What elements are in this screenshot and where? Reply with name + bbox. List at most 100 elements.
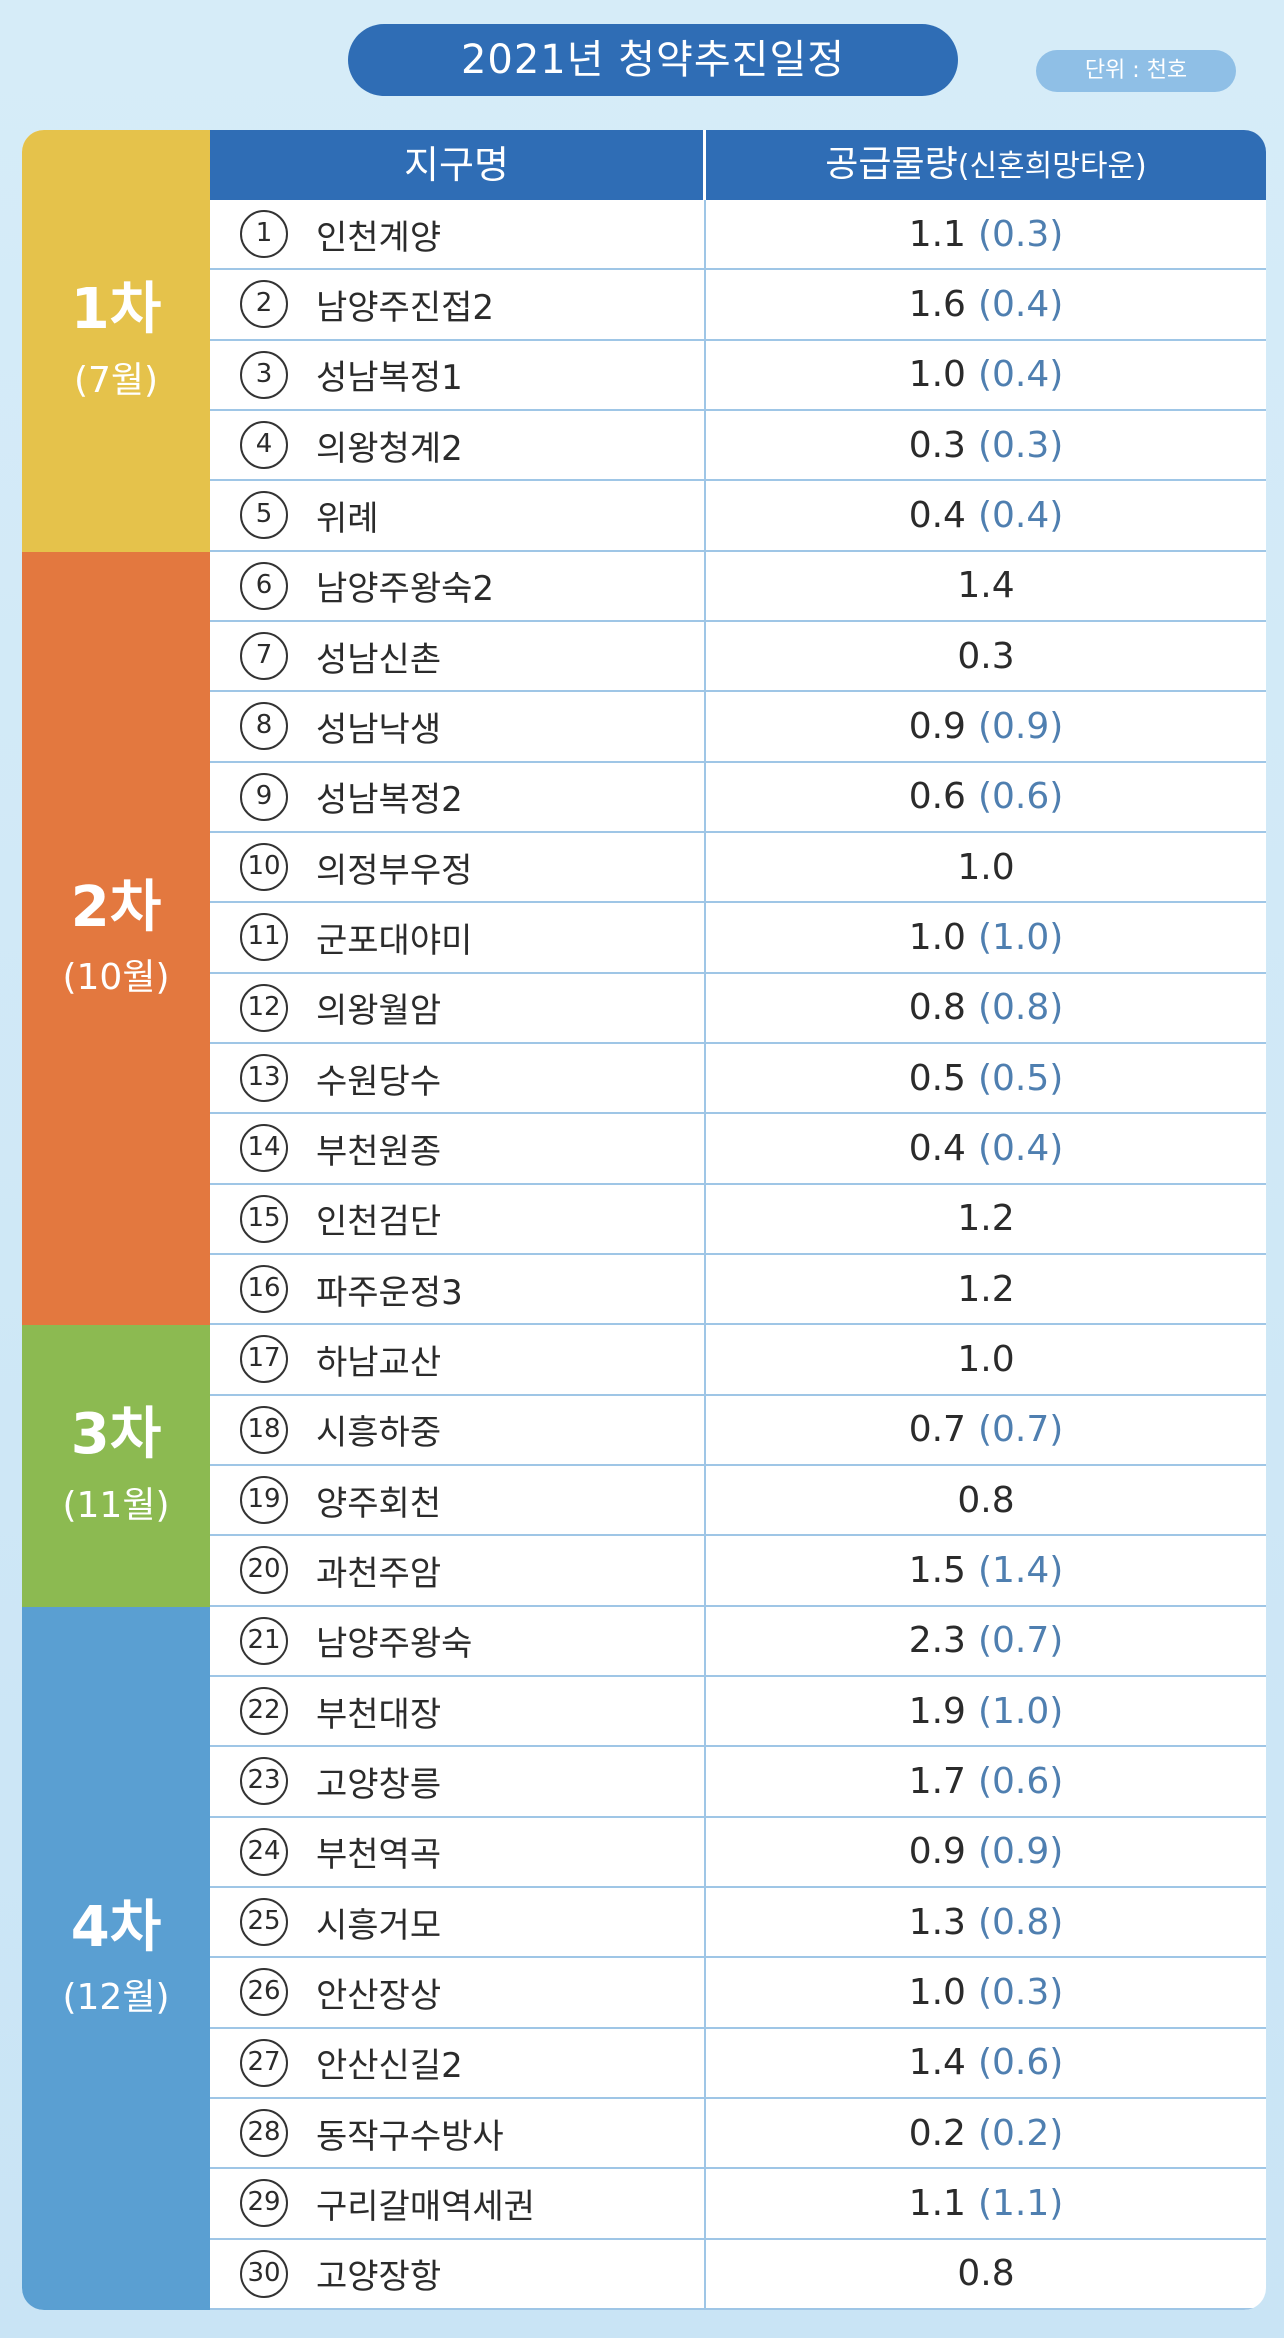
district-name: 남양주진접2 [316,287,495,328]
district-cell: 22 부천대장 [210,1676,706,1746]
supply-cell: 1.7 (0.6) [706,1747,1266,1815]
newlywed-value: (0.3) [977,213,1064,255]
newlywed-value: (0.6) [977,1760,1064,1802]
supply-cell: 0.8 [706,2240,1266,2308]
supply-value: 0.8 [957,2253,1015,2295]
district-cell: 19 양주회천 [210,1465,706,1535]
row-number-badge: 2 [240,280,288,329]
newlywed-value: (0.9) [977,1831,1064,1873]
district-name: 구리갈매역세권 [316,2186,535,2227]
row-number-badge: 26 [240,1968,288,2017]
table-row: 30 고양장항 0.8 [210,2239,1266,2310]
newlywed-value: (0.8) [977,1901,1064,1943]
row-number-badge: 27 [240,2038,288,2087]
page-title: 2021년 청약추진일정 [348,24,958,96]
district-cell: 20 과천주암 [210,1536,706,1605]
row-number-badge: 17 [240,1335,288,1384]
row-number-badge: 30 [240,2249,288,2298]
district-name: 과천주암 [316,1553,442,1594]
table-row: 7 성남신촌 0.3 [210,621,1266,693]
newlywed-value: (1.0) [977,1690,1064,1732]
table-row: 8 성남낙생 0.9 (0.9) [210,692,1266,763]
district-cell: 13 수원당수 [210,1043,706,1113]
supply-value: 0.3 [957,635,1015,677]
table-row: 25 시흥거모 1.3 (0.8) [210,1887,1266,1959]
phase-block: 2차 (10월) [22,551,210,1326]
row-number-badge: 20 [240,1546,288,1595]
row-number-badge: 19 [240,1476,288,1525]
supply-value: 1.0 [908,354,966,396]
table-body: 지구명 공급물량(신혼희망타운) 1 인천계양 1.1 (0.3) 2 남양주진접2 1.6… [210,130,1266,2310]
district-name: 동작구수방사 [316,2116,504,2157]
district-name: 하남교산 [316,1342,442,1383]
table-row: 1 인천계양 1.1 (0.3) [210,200,1266,271]
supply-cell: 0.9 (0.9) [706,1818,1266,1886]
supply-cell: 0.5 (0.5) [706,1044,1266,1112]
table-row: 17 하남교산 1.0 [210,1325,1266,1396]
supply-cell: 1.0 (1.0) [706,903,1266,971]
supply-cell: 1.6 (0.4) [706,270,1266,338]
district-cell: 11 군포대야미 [210,903,706,972]
row-number-badge: 24 [240,1827,288,1876]
table-row: 27 안산신길2 1.4 (0.6) [210,2028,1266,2099]
supply-cell: 0.3 (0.3) [706,411,1266,479]
district-cell: 25 시흥거모 [210,1887,706,1957]
row-number-badge: 28 [240,2109,288,2158]
newlywed-value: (0.4) [977,354,1064,396]
district-name: 파주운정3 [316,1272,463,1313]
supply-value: 1.9 [908,1690,966,1732]
supply-cell: 1.0 [706,1325,1266,1393]
district-cell: 10 의정부우정 [210,832,706,902]
district-name: 의정부우정 [316,850,473,891]
row-number-badge: 9 [240,772,288,821]
district-cell: 17 하남교산 [210,1325,706,1394]
phase-name: 3차 [70,1402,162,1468]
supply-value: 1.0 [908,916,966,958]
district-cell: 26 안산장상 [210,1958,706,2027]
table-row: 26 안산장상 1.0 (0.3) [210,1958,1266,2029]
supply-value: 1.6 [908,283,966,325]
supply-value: 1.5 [908,1549,966,1591]
table-row: 22 부천대장 1.9 (1.0) [210,1676,1266,1748]
supply-value: 0.9 [908,1831,966,1873]
supply-value: 0.2 [908,2112,966,2154]
row-number-badge: 14 [240,1124,288,1173]
table-row: 23 고양창릉 1.7 (0.6) [210,1747,1266,1818]
row-number-badge: 5 [240,491,288,540]
supply-cell: 1.4 (0.6) [706,2029,1266,2097]
row-number-badge: 1 [240,210,288,259]
district-name: 인천검단 [316,1202,442,1243]
row-number-badge: 8 [240,702,288,751]
district-cell: 16 파주운정3 [210,1254,706,1324]
row-number-badge: 15 [240,1194,288,1243]
newlywed-value: (0.4) [977,283,1064,325]
supply-value: 0.7 [908,1409,966,1451]
district-name: 안산장상 [316,1975,442,2016]
phase-month: (10월) [62,957,170,999]
district-name: 부천역곡 [316,1835,442,1876]
district-cell: 9 성남복정2 [210,762,706,831]
newlywed-value: (0.3) [977,1971,1064,2013]
district-name: 수원당수 [316,1061,442,1102]
row-number-badge: 3 [240,350,288,399]
header-district: 지구명 [210,130,706,200]
table-row: 20 과천주암 1.5 (1.4) [210,1536,1266,1607]
row-number-badge: 22 [240,1687,288,1736]
table-row: 9 성남복정2 0.6 (0.6) [210,762,1266,833]
table-row: 4 의왕청계2 0.3 (0.3) [210,410,1266,482]
district-cell: 5 위례 [210,481,706,550]
district-name: 위례 [316,498,379,539]
supply-cell: 0.8 (0.8) [706,974,1266,1042]
phase-block: 3차 (11월) [22,1325,210,1607]
supply-value: 1.3 [908,1901,966,1943]
supply-cell: 0.4 (0.4) [706,481,1266,549]
district-cell: 6 남양주왕숙2 [210,551,706,620]
supply-value: 2.3 [908,1620,966,1662]
district-name: 남양주왕숙 [316,1624,473,1665]
row-number-badge: 23 [240,1757,288,1806]
district-name: 성남신촌 [316,639,442,680]
table-row: 3 성남복정1 1.0 (0.4) [210,340,1266,411]
supply-cell: 1.5 (1.4) [706,1536,1266,1604]
table-row: 28 동작구수방사 0.2 (0.2) [210,2098,1266,2170]
supply-cell: 1.0 (0.4) [706,341,1266,409]
